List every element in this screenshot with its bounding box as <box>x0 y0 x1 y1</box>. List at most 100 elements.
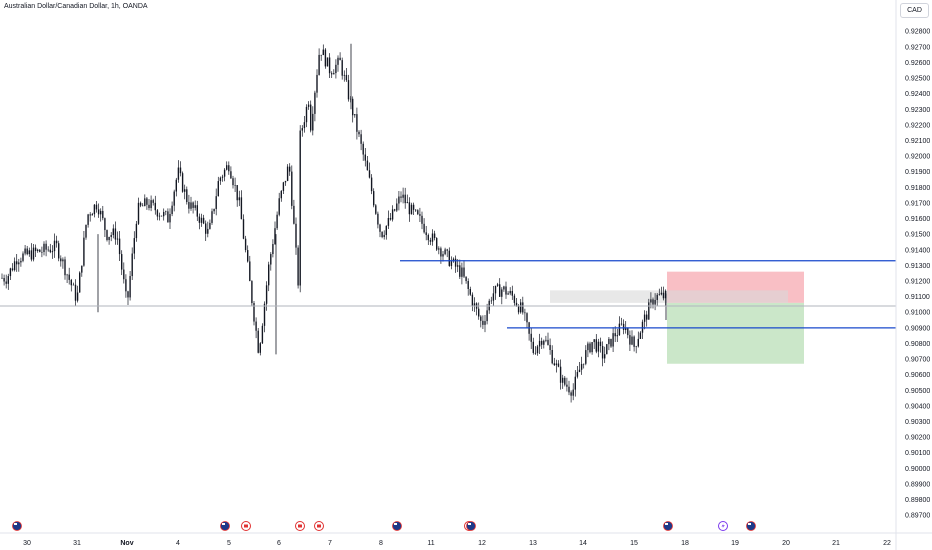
price-tick-label: 0.92400 <box>905 91 930 98</box>
candle-body <box>503 286 505 290</box>
candle-body <box>270 254 272 265</box>
candle-body <box>559 366 562 383</box>
candle-body <box>53 240 56 252</box>
au-flag-icon[interactable] <box>12 521 22 531</box>
candle-body <box>314 92 316 114</box>
candle-body <box>467 281 469 289</box>
candle-body <box>404 194 406 204</box>
candle-body <box>454 258 457 267</box>
time-tick-label: 11 <box>427 540 434 547</box>
candle-body <box>492 293 495 301</box>
candle-body <box>202 217 205 224</box>
candle-body <box>471 294 474 307</box>
candle-body <box>570 392 572 396</box>
candle-body <box>526 313 528 323</box>
time-tick-label: 5 <box>227 540 231 547</box>
candle-body <box>83 237 85 266</box>
price-tick-label: 0.92200 <box>905 122 930 129</box>
gray-zone[interactable] <box>550 290 788 303</box>
ca-event-icon[interactable] <box>295 521 305 531</box>
candle-body <box>652 299 654 305</box>
candle-body <box>16 261 18 265</box>
time-tick-label: 21 <box>832 540 840 547</box>
candle-body <box>247 250 249 262</box>
candle-body <box>3 278 5 282</box>
candle-body <box>637 338 639 347</box>
candle-body <box>156 210 159 217</box>
candle-body <box>104 218 106 231</box>
au-flag-icon[interactable] <box>746 521 756 531</box>
lightning-icon[interactable] <box>718 521 728 531</box>
candle-body <box>480 316 482 321</box>
candle-body <box>102 210 104 219</box>
candle-body <box>452 258 455 262</box>
candle-body <box>328 57 331 74</box>
price-tick-label: 0.92600 <box>905 60 930 67</box>
price-tick-label: 0.91700 <box>905 200 930 207</box>
candle-body <box>375 205 377 214</box>
candle-body <box>627 327 629 336</box>
ca-event-icon[interactable] <box>314 521 324 531</box>
candle-body <box>316 74 318 93</box>
price-tick-label: 0.90200 <box>905 435 930 442</box>
time-tick-label: 31 <box>73 540 81 547</box>
candle-body <box>379 224 381 232</box>
candle-body <box>72 284 75 286</box>
candle-body <box>496 284 499 286</box>
candle-body <box>249 261 251 282</box>
candle-body <box>410 204 413 215</box>
candle-body <box>320 54 322 56</box>
candle-body <box>76 292 79 301</box>
candle-body <box>415 209 417 211</box>
candle-body <box>255 321 257 331</box>
candle-body <box>125 279 127 292</box>
au-flag-icon[interactable] <box>466 521 476 531</box>
candle-body <box>597 341 600 352</box>
candle-body <box>322 49 324 56</box>
candle-body <box>461 267 463 277</box>
candle-body <box>541 340 543 345</box>
candle-body <box>135 223 138 239</box>
ca-event-icon[interactable] <box>241 521 251 531</box>
price-tick-label: 0.92000 <box>905 154 930 161</box>
candle-body <box>547 339 549 345</box>
candle-body <box>612 333 614 347</box>
candle-body <box>574 376 576 390</box>
time-tick-label: 30 <box>23 540 31 547</box>
candle-body <box>324 49 327 67</box>
candle-body <box>24 248 26 254</box>
candle-body <box>192 202 194 208</box>
au-flag-icon[interactable] <box>663 521 673 531</box>
candle-body <box>370 177 373 192</box>
candle-body <box>158 215 161 217</box>
candle-body <box>499 284 501 297</box>
candle-body <box>534 352 537 354</box>
candle-body <box>614 333 616 337</box>
candle-body <box>442 254 444 257</box>
candle-body <box>501 289 503 297</box>
candle-body <box>144 198 146 207</box>
candle-body <box>127 291 129 298</box>
price-tick-label: 0.91800 <box>905 185 930 192</box>
candle-body <box>9 268 12 277</box>
candle-body <box>207 228 209 234</box>
candle-body <box>177 167 180 180</box>
take-profit-zone[interactable] <box>667 302 804 364</box>
candle-body <box>194 205 196 208</box>
candle-body <box>658 294 660 295</box>
candle-body <box>47 249 49 251</box>
time-tick-label: 8 <box>379 540 383 547</box>
price-tick-label: 0.91400 <box>905 247 930 254</box>
price-tick-label: 0.91000 <box>905 310 930 317</box>
candle-body <box>169 214 171 223</box>
candle-body <box>129 276 131 298</box>
candle-body <box>608 338 610 345</box>
au-flag-icon[interactable] <box>220 521 230 531</box>
candle-body <box>312 113 314 131</box>
candle-body <box>536 346 539 354</box>
currency-badge[interactable]: CAD <box>900 3 929 18</box>
candle-body <box>307 104 310 107</box>
candle-body <box>511 290 513 296</box>
au-flag-icon[interactable] <box>392 521 402 531</box>
